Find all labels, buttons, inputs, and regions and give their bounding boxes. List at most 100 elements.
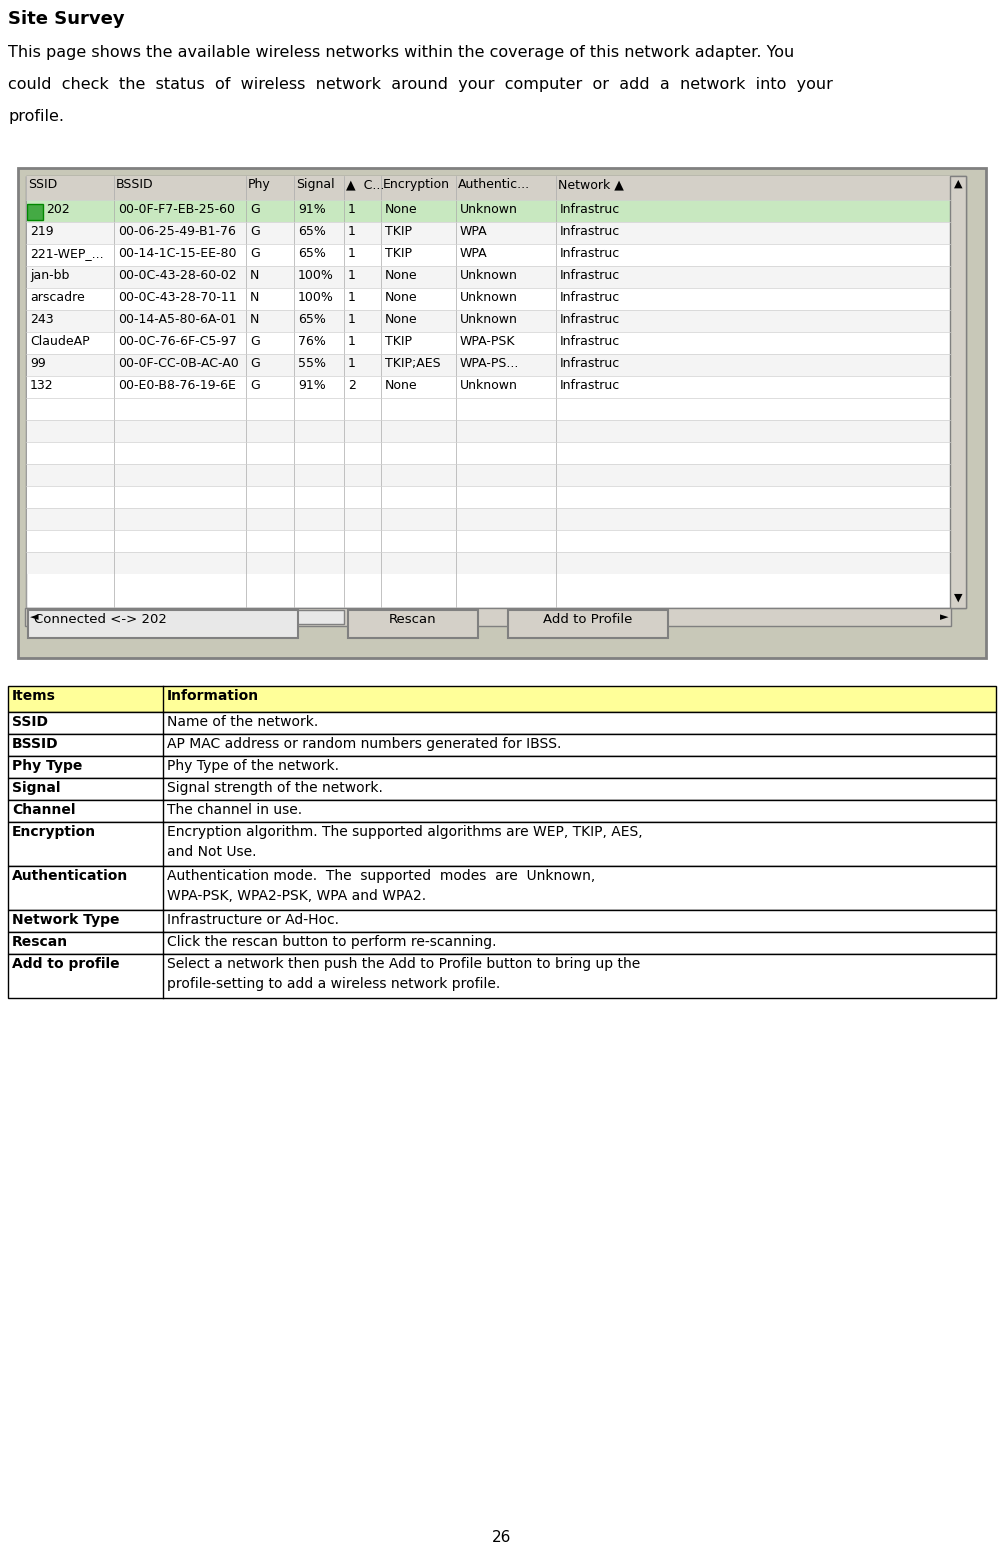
Text: Encryption: Encryption: [382, 177, 449, 191]
Text: ◄: ◄: [30, 613, 38, 622]
FancyBboxPatch shape: [26, 176, 965, 608]
Text: 219: 219: [30, 225, 53, 238]
Text: 26: 26: [491, 1530, 512, 1546]
Text: Signal strength of the network.: Signal strength of the network.: [166, 781, 382, 795]
Text: 65%: 65%: [298, 313, 326, 327]
Text: SSID: SSID: [12, 715, 48, 729]
FancyBboxPatch shape: [27, 222, 949, 244]
Text: Infrastruc: Infrastruc: [560, 204, 620, 216]
Text: G: G: [250, 225, 260, 238]
Text: Items: Items: [12, 689, 56, 703]
Text: ►: ►: [939, 613, 947, 622]
Text: 76%: 76%: [298, 334, 326, 348]
Text: Name of the network.: Name of the network.: [166, 715, 318, 729]
FancyBboxPatch shape: [8, 799, 995, 823]
Text: Unknown: Unknown: [459, 313, 518, 327]
FancyBboxPatch shape: [27, 201, 949, 222]
Text: 55%: 55%: [298, 358, 326, 370]
Text: jan-bb: jan-bb: [30, 269, 69, 281]
Text: Infrastruc: Infrastruc: [560, 247, 620, 260]
Text: Rescan: Rescan: [389, 613, 436, 627]
Text: Add to Profile: Add to Profile: [543, 613, 632, 627]
Text: WPA: WPA: [459, 247, 487, 260]
Text: Rescan: Rescan: [12, 935, 68, 949]
Text: ▲: ▲: [953, 179, 961, 190]
Text: ClaudeAP: ClaudeAP: [30, 334, 89, 348]
Text: WPA-PSK, WPA2-PSK, WPA and WPA2.: WPA-PSK, WPA2-PSK, WPA and WPA2.: [166, 889, 425, 903]
Text: None: None: [384, 379, 417, 392]
Text: 132: 132: [30, 379, 53, 392]
Text: None: None: [384, 291, 417, 303]
Text: Network Type: Network Type: [12, 913, 119, 927]
FancyBboxPatch shape: [27, 420, 949, 442]
Text: None: None: [384, 204, 417, 216]
Text: 00-06-25-49-B1-76: 00-06-25-49-B1-76: [118, 225, 236, 238]
FancyBboxPatch shape: [8, 823, 995, 866]
Text: G: G: [250, 358, 260, 370]
Text: Network ▲: Network ▲: [558, 177, 623, 191]
Text: 00-E0-B8-76-19-6E: 00-E0-B8-76-19-6E: [118, 379, 236, 392]
FancyBboxPatch shape: [27, 463, 949, 487]
Text: SSID: SSID: [28, 177, 57, 191]
FancyBboxPatch shape: [27, 442, 949, 463]
Text: None: None: [384, 269, 417, 281]
FancyBboxPatch shape: [27, 530, 949, 552]
Text: 1: 1: [348, 247, 355, 260]
Text: WPA-PS...: WPA-PS...: [459, 358, 519, 370]
Text: arscadre: arscadre: [30, 291, 84, 303]
FancyBboxPatch shape: [8, 955, 995, 998]
Text: Phy Type: Phy Type: [12, 759, 82, 773]
Text: Phy Type of the network.: Phy Type of the network.: [166, 759, 339, 773]
Text: 65%: 65%: [298, 247, 326, 260]
Text: 2: 2: [348, 379, 355, 392]
Text: G: G: [250, 334, 260, 348]
Text: WPA-PSK: WPA-PSK: [459, 334, 515, 348]
FancyBboxPatch shape: [27, 552, 949, 574]
Text: Information: Information: [166, 689, 259, 703]
Text: 1: 1: [348, 204, 355, 216]
FancyBboxPatch shape: [8, 712, 995, 734]
Text: Infrastruc: Infrastruc: [560, 225, 620, 238]
Text: 1: 1: [348, 225, 355, 238]
Text: 91%: 91%: [298, 204, 325, 216]
Text: 202: 202: [46, 204, 69, 216]
Text: Click the rescan button to perform re-scanning.: Click the rescan button to perform re-sc…: [166, 935, 496, 949]
Text: G: G: [250, 204, 260, 216]
FancyBboxPatch shape: [28, 610, 298, 638]
FancyBboxPatch shape: [44, 610, 344, 624]
Text: None: None: [384, 313, 417, 327]
Text: Infrastruc: Infrastruc: [560, 379, 620, 392]
Text: Authentication mode.  The  supported  modes  are  Unknown,: Authentication mode. The supported modes…: [166, 869, 595, 883]
Text: 65%: 65%: [298, 225, 326, 238]
FancyBboxPatch shape: [8, 866, 995, 910]
FancyBboxPatch shape: [27, 333, 949, 355]
Text: Infrastruc: Infrastruc: [560, 269, 620, 281]
Text: profile.: profile.: [8, 109, 64, 124]
Text: 1: 1: [348, 291, 355, 303]
Text: AP MAC address or random numbers generated for IBSS.: AP MAC address or random numbers generat…: [166, 737, 561, 751]
Text: 00-14-1C-15-EE-80: 00-14-1C-15-EE-80: [118, 247, 237, 260]
Text: Unknown: Unknown: [459, 269, 518, 281]
FancyBboxPatch shape: [27, 487, 949, 508]
Text: profile-setting to add a wireless network profile.: profile-setting to add a wireless networ…: [166, 977, 499, 991]
Text: N: N: [250, 313, 259, 327]
Text: 100%: 100%: [298, 269, 334, 281]
FancyBboxPatch shape: [8, 756, 995, 778]
Text: 00-0F-CC-0B-AC-A0: 00-0F-CC-0B-AC-A0: [118, 358, 239, 370]
Text: 91%: 91%: [298, 379, 325, 392]
Text: and Not Use.: and Not Use.: [166, 844, 256, 858]
FancyBboxPatch shape: [508, 610, 667, 638]
Text: Unknown: Unknown: [459, 204, 518, 216]
FancyBboxPatch shape: [8, 778, 995, 799]
FancyBboxPatch shape: [26, 176, 949, 201]
Text: G: G: [250, 379, 260, 392]
FancyBboxPatch shape: [25, 608, 950, 627]
Text: 1: 1: [348, 269, 355, 281]
Text: Infrastructure or Ad-Hoc.: Infrastructure or Ad-Hoc.: [166, 913, 339, 927]
Text: BSSID: BSSID: [12, 737, 58, 751]
Text: 1: 1: [348, 358, 355, 370]
FancyBboxPatch shape: [27, 309, 949, 333]
Text: N: N: [250, 291, 259, 303]
FancyBboxPatch shape: [8, 931, 995, 955]
Text: 00-0C-43-28-60-02: 00-0C-43-28-60-02: [118, 269, 237, 281]
